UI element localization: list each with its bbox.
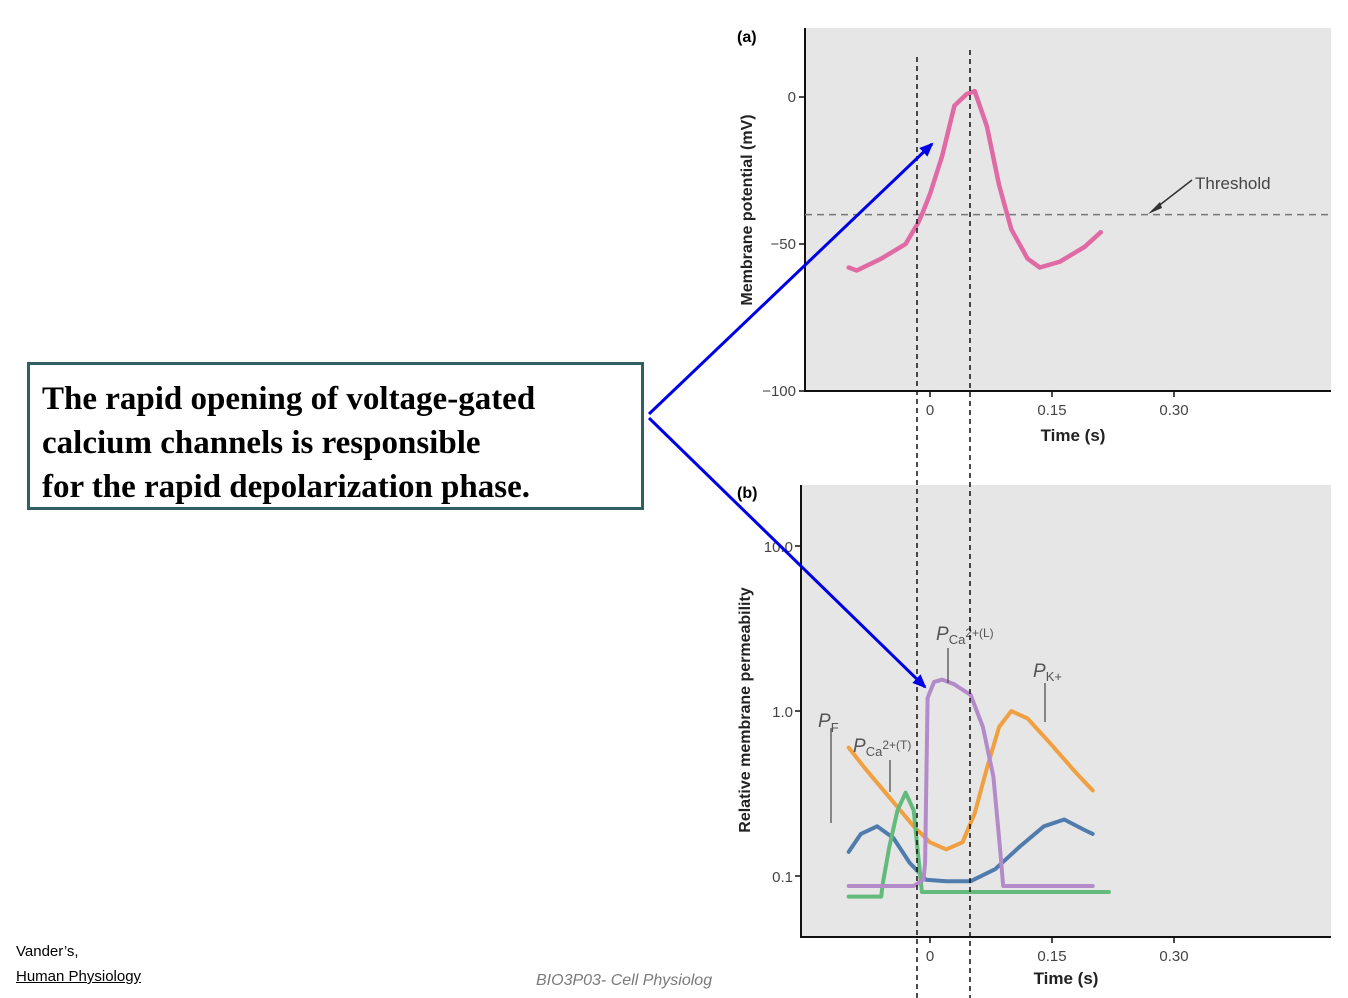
panel-a-xtick-label: 0.30 <box>1159 402 1188 419</box>
panel-a-xtick-label: 0 <box>926 402 934 419</box>
panel-b-xtick-label: 0 <box>926 948 934 965</box>
panel-a-ylabel: Membrane potential (mV) <box>739 114 756 305</box>
panel-a-ytick-label: −100 <box>762 383 796 400</box>
pf-label: PF <box>818 711 839 735</box>
pk-label: PK+ <box>1033 661 1062 684</box>
annotation-box: The rapid opening of voltage-gated calci… <box>27 362 644 510</box>
membrane-potential-series <box>846 88 1104 273</box>
threshold-pointer-head <box>1148 202 1162 214</box>
panel-b-xtick-label: 0.15 <box>1037 948 1066 965</box>
pca-l-label: PCa2+(L) <box>936 624 994 647</box>
pca-t-label: PCa2+(T) <box>853 736 911 759</box>
callout-arrow-lower <box>647 416 927 689</box>
panel-a: (a) Membrane potential (mV) Time (s) 0 0.… <box>737 28 1331 445</box>
panel-a-ytick-label: −50 <box>771 236 796 253</box>
panel-b-ytick-label: 0.1 <box>772 869 793 886</box>
credit-author: Vander’s, <box>16 943 79 960</box>
callout-arrow-upper <box>647 142 934 416</box>
panel-a-label: (a) <box>737 29 757 46</box>
threshold-label: Threshold <box>1195 174 1271 193</box>
panel-b-ylabel: Relative membrane permeability <box>737 587 754 833</box>
panel-b-label: (b) <box>737 485 757 502</box>
panel-a-plot-area <box>805 28 1331 390</box>
panel-b-ytick-label: 1.0 <box>772 704 793 721</box>
panel-b-plot-area <box>801 485 1331 937</box>
credit-title: Human Physiology <box>16 968 142 985</box>
series-annotations: PF PCa2+(T) PCa2+(L) PK+ <box>818 624 1062 823</box>
panel-b-xtick-label: 0.30 <box>1159 948 1188 965</box>
panel-b-xlabel: Time (s) <box>1034 969 1099 988</box>
panel-a-xlabel: Time (s) <box>1041 426 1106 445</box>
panel-a-xtick-label: 0.15 <box>1037 402 1066 419</box>
pf-series <box>846 817 1095 884</box>
footer-course: BIO3P03- Cell Physiolog <box>536 972 713 989</box>
panel-b: (b) Relative membrane permeability Time … <box>737 485 1331 988</box>
annotation-line: The rapid opening of voltage-gated <box>42 381 536 417</box>
annotation-line: calcium channels is responsible <box>42 425 481 461</box>
annotation-line: for the rapid depolarization phase. <box>42 469 530 505</box>
panel-a-ytick-label: 0 <box>788 89 796 106</box>
